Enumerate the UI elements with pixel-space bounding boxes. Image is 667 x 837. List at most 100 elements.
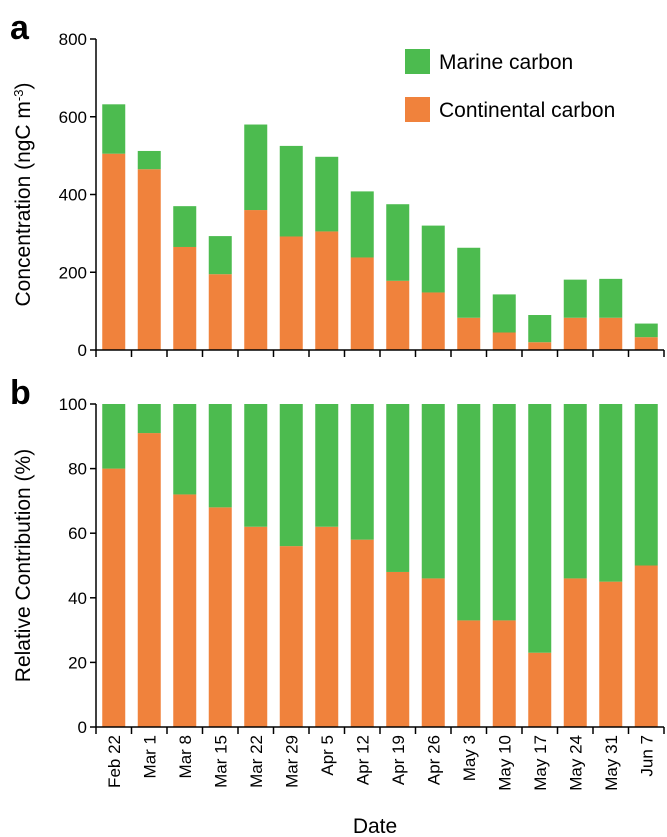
bar-marine-0-0 — [102, 104, 126, 154]
bar-marine-0-12 — [528, 315, 552, 343]
bar-marine-0-9 — [421, 225, 445, 293]
y-tick-label-0-1: 200 — [59, 263, 87, 282]
x-tick-label-12: May 17 — [531, 735, 550, 791]
legend-swatch-continental — [405, 97, 430, 122]
bar-marine-1-12 — [528, 404, 552, 653]
bar-continental-1-6 — [315, 526, 339, 727]
y-tick-label-0-0: 0 — [78, 341, 87, 360]
bar-marine-0-5 — [279, 145, 303, 237]
bar-continental-1-9 — [421, 578, 445, 727]
x-tick-label-0: Feb 22 — [105, 735, 124, 788]
y-tick-label-1-3: 60 — [68, 524, 87, 543]
bar-marine-0-14 — [599, 278, 623, 318]
panel-letter-b: b — [10, 374, 31, 412]
bar-continental-1-4 — [244, 526, 268, 727]
bar-continental-0-5 — [279, 236, 303, 350]
x-tick-label-9: Apr 26 — [424, 735, 443, 785]
bar-continental-1-5 — [279, 546, 303, 727]
x-axis-title: Date — [353, 815, 397, 837]
bar-continental-0-0 — [102, 153, 126, 350]
x-tick-label-2: Mar 8 — [176, 735, 195, 778]
y-tick-label-1-2: 40 — [68, 589, 87, 608]
y-axis-title-0: Concentration (ngC m-3) — [11, 83, 35, 307]
bar-marine-1-14 — [599, 404, 623, 582]
bar-marine-0-13 — [563, 279, 587, 318]
bar-marine-0-2 — [173, 206, 197, 247]
bar-marine-1-4 — [244, 404, 268, 527]
bar-continental-0-8 — [386, 280, 410, 350]
legend-swatch-marine — [405, 49, 430, 74]
bar-continental-0-1 — [137, 169, 161, 350]
bar-marine-1-3 — [208, 404, 232, 508]
bar-continental-0-15 — [634, 337, 658, 350]
x-tick-label-15: Jun 7 — [637, 735, 656, 777]
bar-continental-0-6 — [315, 231, 339, 350]
x-tick-label-13: May 24 — [566, 735, 585, 791]
bar-marine-0-15 — [634, 323, 658, 338]
x-tick-label-3: Mar 15 — [211, 735, 230, 788]
x-tick-label-6: Apr 5 — [318, 735, 337, 776]
panel-b-relative-contribution-chart: 0 20 40 60 80 100 Feb 22 Mar 1 Mar 8 Mar 15 Mar 22… — [12, 395, 665, 837]
bar-continental-0-3 — [208, 274, 232, 350]
bar-continental-1-15 — [634, 565, 658, 727]
bar-continental-1-2 — [173, 494, 197, 727]
bar-continental-0-11 — [492, 332, 516, 350]
bar-continental-1-0 — [102, 468, 126, 727]
bar-marine-0-10 — [457, 247, 481, 318]
bar-continental-0-13 — [563, 317, 587, 350]
x-tick-label-10: May 3 — [460, 735, 479, 781]
panel-a-concentration-chart: 0 200 400 600 800 Concentration (ngC m-3) Mari… — [11, 30, 665, 360]
bar-marine-0-4 — [244, 124, 268, 211]
bar-marine-1-13 — [563, 404, 587, 579]
bar-marine-0-3 — [208, 236, 232, 275]
bar-marine-1-8 — [386, 404, 410, 572]
bar-continental-0-2 — [173, 246, 197, 350]
bar-marine-0-8 — [386, 204, 410, 281]
bar-continental-1-13 — [563, 578, 587, 727]
legend: Marine carbon Continental carbon — [405, 49, 615, 122]
bar-continental-1-1 — [137, 433, 161, 727]
bar-continental-0-12 — [528, 342, 552, 350]
bar-continental-1-8 — [386, 571, 410, 727]
bar-continental-1-7 — [350, 539, 374, 727]
legend-label-marine: Marine carbon — [439, 51, 573, 74]
bar-continental-1-3 — [208, 507, 232, 727]
bar-marine-1-0 — [102, 404, 126, 469]
bar-continental-0-14 — [599, 317, 623, 350]
y-tick-label-1-0: 0 — [78, 718, 87, 737]
y-tick-label-0-3: 600 — [59, 108, 87, 127]
y-tick-label-0-2: 400 — [59, 186, 87, 205]
y-tick-label-1-1: 20 — [68, 653, 87, 672]
bar-marine-0-6 — [315, 156, 339, 232]
bar-marine-0-1 — [137, 150, 161, 170]
x-tick-label-1: Mar 1 — [140, 735, 159, 778]
bar-continental-1-10 — [457, 620, 481, 727]
bar-marine-1-1 — [137, 404, 161, 434]
bar-marine-0-7 — [350, 191, 374, 258]
bar-marine-1-7 — [350, 404, 374, 540]
y-tick-label-1-5: 100 — [59, 395, 87, 414]
x-tick-label-7: Apr 12 — [353, 735, 372, 785]
bar-marine-1-11 — [492, 404, 516, 621]
bar-marine-1-15 — [634, 404, 658, 566]
y-axis-title-1: Relative Contribution (%) — [12, 449, 35, 682]
bar-continental-0-10 — [457, 317, 481, 350]
bar-marine-0-11 — [492, 294, 516, 333]
x-tick-label-14: May 31 — [602, 735, 621, 791]
bar-marine-1-10 — [457, 404, 481, 621]
x-tick-label-5: Mar 29 — [282, 735, 301, 788]
bar-continental-1-11 — [492, 620, 516, 727]
panel-letter-a: a — [10, 9, 30, 47]
bar-marine-1-5 — [279, 404, 303, 547]
x-tick-label-4: Mar 22 — [247, 735, 266, 788]
bar-continental-0-9 — [421, 292, 445, 350]
bar-marine-1-9 — [421, 404, 445, 579]
bar-continental-1-14 — [599, 581, 623, 727]
x-tick-label-8: Apr 19 — [389, 735, 408, 785]
bar-continental-0-4 — [244, 210, 268, 350]
bar-continental-1-12 — [528, 652, 552, 727]
y-tick-label-0-4: 800 — [59, 30, 87, 49]
bar-marine-1-6 — [315, 404, 339, 527]
x-tick-label-11: May 10 — [495, 735, 514, 791]
